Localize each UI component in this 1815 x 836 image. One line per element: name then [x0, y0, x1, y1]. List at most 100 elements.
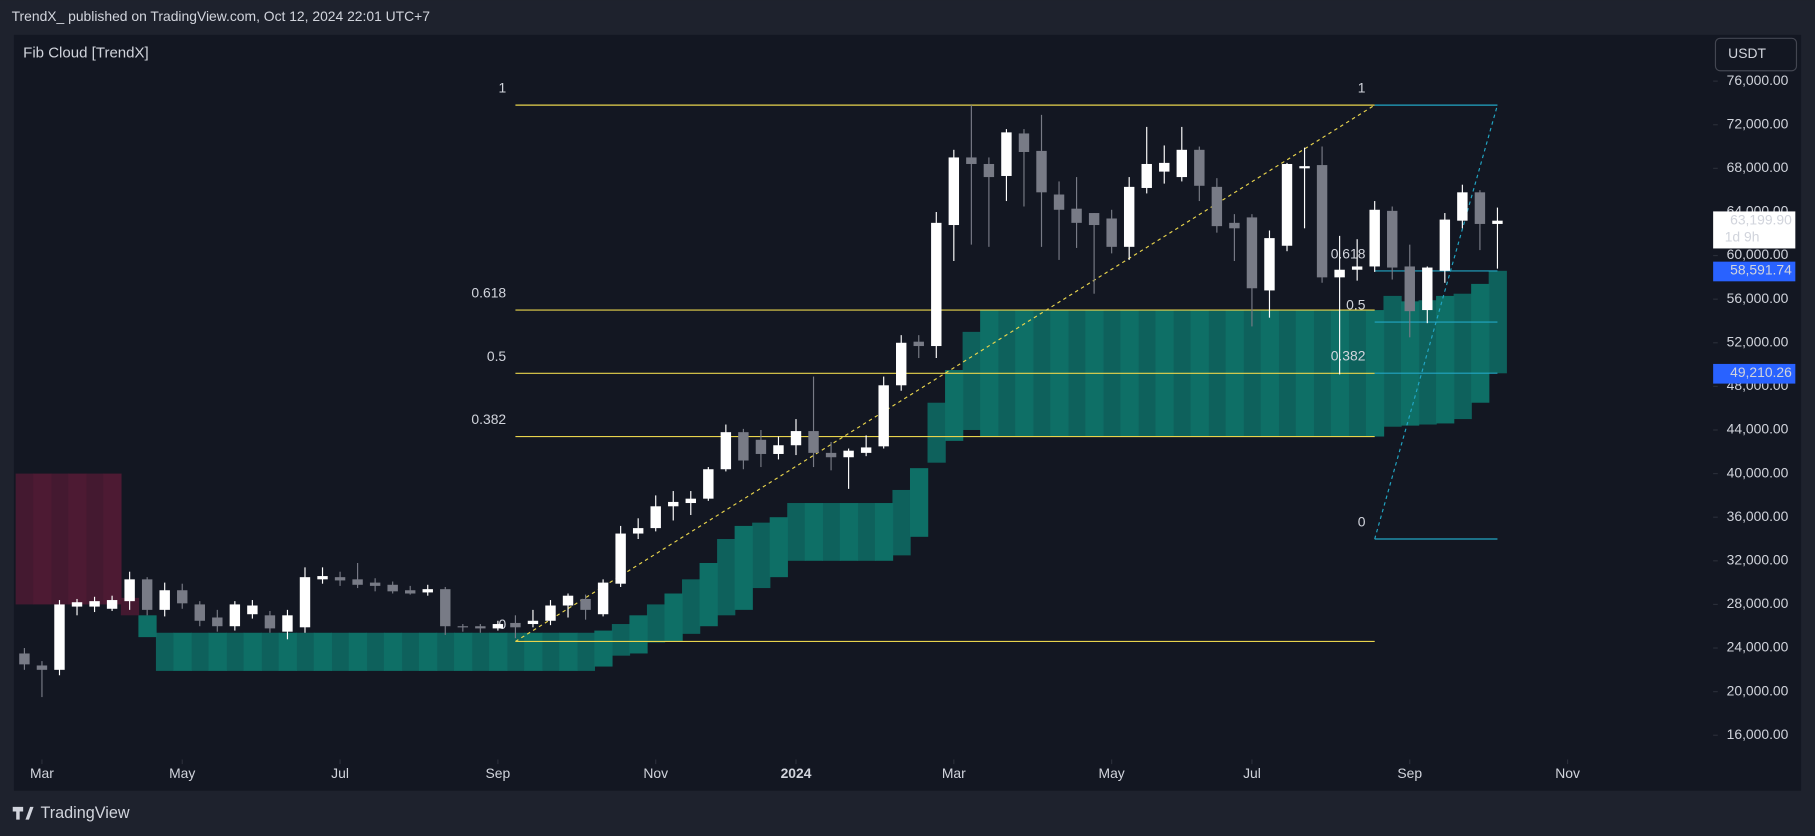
candle-body [773, 445, 784, 454]
candle-body [71, 602, 83, 607]
cloud-band [576, 632, 596, 671]
cloud-band [226, 632, 245, 671]
cloud-band [15, 473, 34, 605]
candle-body [1387, 210, 1398, 268]
cloud-band [734, 525, 753, 610]
x-tick-label: May [1099, 765, 1125, 781]
currency-label[interactable]: USDT [1728, 45, 1766, 61]
cloud-band [962, 331, 981, 430]
candle-body [931, 222, 942, 347]
cloud-band [331, 632, 350, 671]
cloud-band [611, 624, 631, 656]
candle-body [159, 590, 170, 610]
cloud-band [874, 503, 894, 561]
cloud-band [839, 503, 859, 561]
cloud-band [909, 468, 929, 537]
brand: TradingView [41, 804, 130, 822]
cloud-band [243, 632, 262, 671]
price-label: 49,210.26 [1730, 364, 1792, 380]
x-tick-label: Jul [1243, 765, 1261, 781]
candle-body [1176, 149, 1188, 178]
cloud-band [278, 632, 297, 671]
candle-body [896, 342, 907, 386]
candle-body [1439, 219, 1451, 271]
currency-button[interactable] [1714, 37, 1798, 72]
y-tick-label: 52,000.00 [1727, 333, 1789, 349]
cloud-band [173, 632, 192, 671]
candle-body [457, 626, 469, 628]
y-tick-label: 72,000.00 [1727, 115, 1789, 131]
cloud-band [348, 632, 368, 671]
fib-trend [1374, 104, 1499, 540]
candle-body [703, 469, 714, 499]
x-tick-label: Sep [486, 765, 511, 781]
candle-body [334, 577, 346, 581]
cloud-band [682, 579, 701, 634]
fib-level-label: 0.618 [1331, 245, 1366, 261]
cloud-band [418, 632, 438, 671]
cloud-band [524, 632, 543, 671]
candle-body [650, 506, 661, 529]
candle-body [668, 501, 679, 507]
candle-body [1474, 192, 1486, 224]
price-countdown: 1d 9h [1725, 229, 1760, 245]
cloud-band [717, 539, 736, 616]
fib-level-label: 0.618 [471, 285, 506, 301]
candle-body [1159, 162, 1170, 172]
cloud-band [629, 615, 648, 654]
y-tick-label: 40,000.00 [1727, 464, 1789, 480]
x-tick-label: Nov [1555, 765, 1580, 781]
cloud-band [1383, 295, 1402, 427]
cloud-band [313, 632, 332, 671]
y-tick-label: 16,000.00 [1727, 726, 1789, 742]
logo: TradingView [12, 804, 130, 822]
candle-body [878, 385, 889, 447]
candle-body [264, 615, 276, 629]
candle-body [1246, 217, 1258, 289]
candle-body [317, 576, 328, 580]
cloud-band [1436, 295, 1455, 424]
candle-body [1001, 132, 1012, 176]
candle-body [1422, 267, 1433, 311]
cloud-band [787, 503, 806, 561]
candle-body [177, 590, 188, 604]
candle-body [808, 431, 819, 453]
cloud-band [646, 604, 666, 643]
x-tick-label: Sep [1397, 765, 1422, 781]
x-tick-label: Nov [643, 765, 668, 781]
candle-body [492, 624, 504, 629]
x-tick-label: May [169, 765, 195, 781]
fib-level-label: 1 [1358, 80, 1366, 96]
cloud-band [1471, 283, 1490, 403]
cloud-band [454, 632, 473, 671]
cloud-band [366, 632, 385, 671]
candle-body [527, 620, 539, 625]
fib-trend [515, 104, 1375, 642]
cloud-band [506, 632, 525, 671]
candle-body [720, 432, 732, 470]
cloud-band [68, 473, 87, 605]
cloud-band [1453, 293, 1472, 420]
candle-body [1053, 194, 1065, 210]
x-tick-label: Jul [331, 765, 349, 781]
x-tick-label: Mar [942, 765, 966, 781]
candle-body [404, 590, 416, 594]
y-tick-label: 28,000.00 [1727, 595, 1789, 611]
cloud-band [103, 473, 122, 605]
candle-body [1194, 149, 1205, 186]
plot: 16,000.00 20,000.00 24,000.00 28,000.00 32,0… [15, 72, 1796, 781]
price-label-box [1713, 363, 1796, 384]
candle-body [1351, 266, 1363, 270]
y-tick-label: 24,000.00 [1727, 639, 1789, 655]
y-tick-label: 44,000.00 [1727, 421, 1789, 437]
chart-title: Fib Cloud [TrendX] [23, 44, 149, 61]
candle-body [632, 528, 644, 534]
candle-body [1106, 218, 1117, 247]
cloud-band [296, 632, 315, 671]
candle-body [615, 533, 626, 584]
price-label: 63,199.90 [1730, 211, 1792, 227]
candle-body [860, 447, 872, 453]
price-label-box [1713, 261, 1796, 282]
